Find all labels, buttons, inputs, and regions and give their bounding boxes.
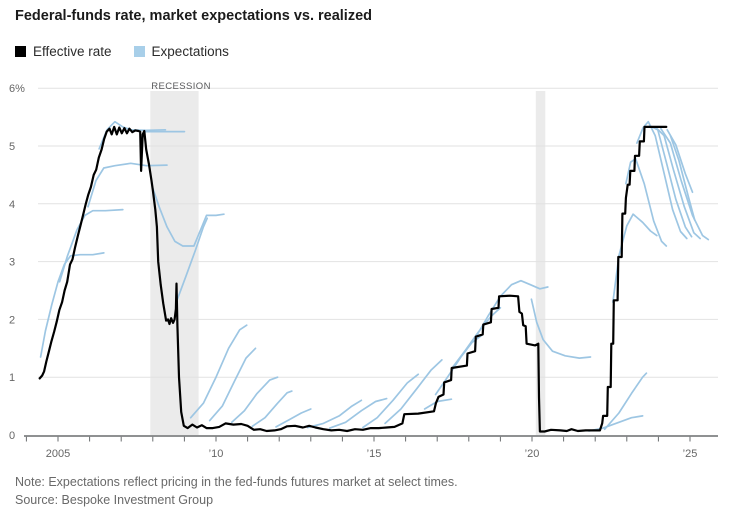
expectations-line	[306, 399, 363, 429]
expectations-line	[151, 185, 225, 247]
expectations-line	[475, 279, 549, 337]
expectations-line	[176, 217, 209, 301]
expectations-line	[230, 376, 279, 424]
legend-label: Expectations	[151, 44, 229, 59]
expectations-line	[189, 324, 248, 419]
x-axis-label: ’20	[525, 448, 540, 460]
expectations-line	[648, 124, 693, 238]
expectations-line	[636, 120, 688, 240]
expectations-line	[208, 347, 257, 422]
legend-label: Effective rate	[33, 44, 112, 59]
effective-rate-line	[38, 125, 668, 433]
expectations-line	[58, 208, 124, 283]
y-axis-label: 5	[9, 141, 15, 153]
footnotes: Note: Expectations reflect pricing in th…	[15, 473, 458, 509]
x-axis-label: ’10	[209, 448, 224, 460]
expectations-line	[660, 127, 710, 241]
expectations-line	[362, 373, 420, 429]
x-axis-label: ’15	[367, 448, 382, 460]
y-axis-label: 1	[9, 372, 15, 384]
expectations-line	[603, 372, 648, 431]
expectations-line	[612, 213, 658, 303]
expectations-line	[655, 126, 701, 240]
expectations-line	[275, 408, 312, 428]
expectations-line	[251, 390, 293, 428]
expectations-line	[588, 415, 644, 432]
legend: Effective rate Expectations	[15, 44, 229, 59]
expectations-line	[423, 398, 453, 410]
recession-label: RECESSION	[151, 81, 211, 92]
expectations-line	[530, 298, 592, 359]
expectations-line	[669, 134, 696, 221]
expectations-line	[87, 162, 168, 208]
x-axis-label: ’25	[683, 448, 698, 460]
expectations-line	[39, 252, 105, 358]
expectations-line	[434, 334, 483, 396]
expectations-line	[328, 397, 388, 429]
expectations-line	[384, 359, 443, 425]
recession-band	[535, 91, 546, 435]
recession-band	[150, 91, 199, 435]
chart-note: Note: Expectations reflect pricing in th…	[15, 475, 458, 489]
y-axis-label: 0	[9, 430, 15, 442]
expectations-swatch-icon	[133, 46, 145, 57]
effective-rate-swatch-icon	[15, 46, 26, 57]
legend-item-effective-rate: Effective rate	[15, 44, 112, 59]
expectations-line	[666, 128, 694, 194]
chart-title: Federal-funds rate, market expectations …	[15, 8, 372, 24]
y-axis-label: 3	[9, 257, 15, 269]
chart-source: Source: Bespoke Investment Group	[15, 493, 214, 507]
expectations-line	[452, 306, 502, 368]
expectations-line	[625, 157, 668, 247]
y-axis-label: 2	[9, 314, 15, 326]
expectations-line	[98, 120, 167, 150]
x-axis-label: 2005	[46, 448, 70, 460]
legend-item-expectations: Expectations	[133, 44, 229, 59]
y-axis-label: 4	[9, 199, 15, 211]
y-axis-label: 6%	[9, 83, 25, 95]
